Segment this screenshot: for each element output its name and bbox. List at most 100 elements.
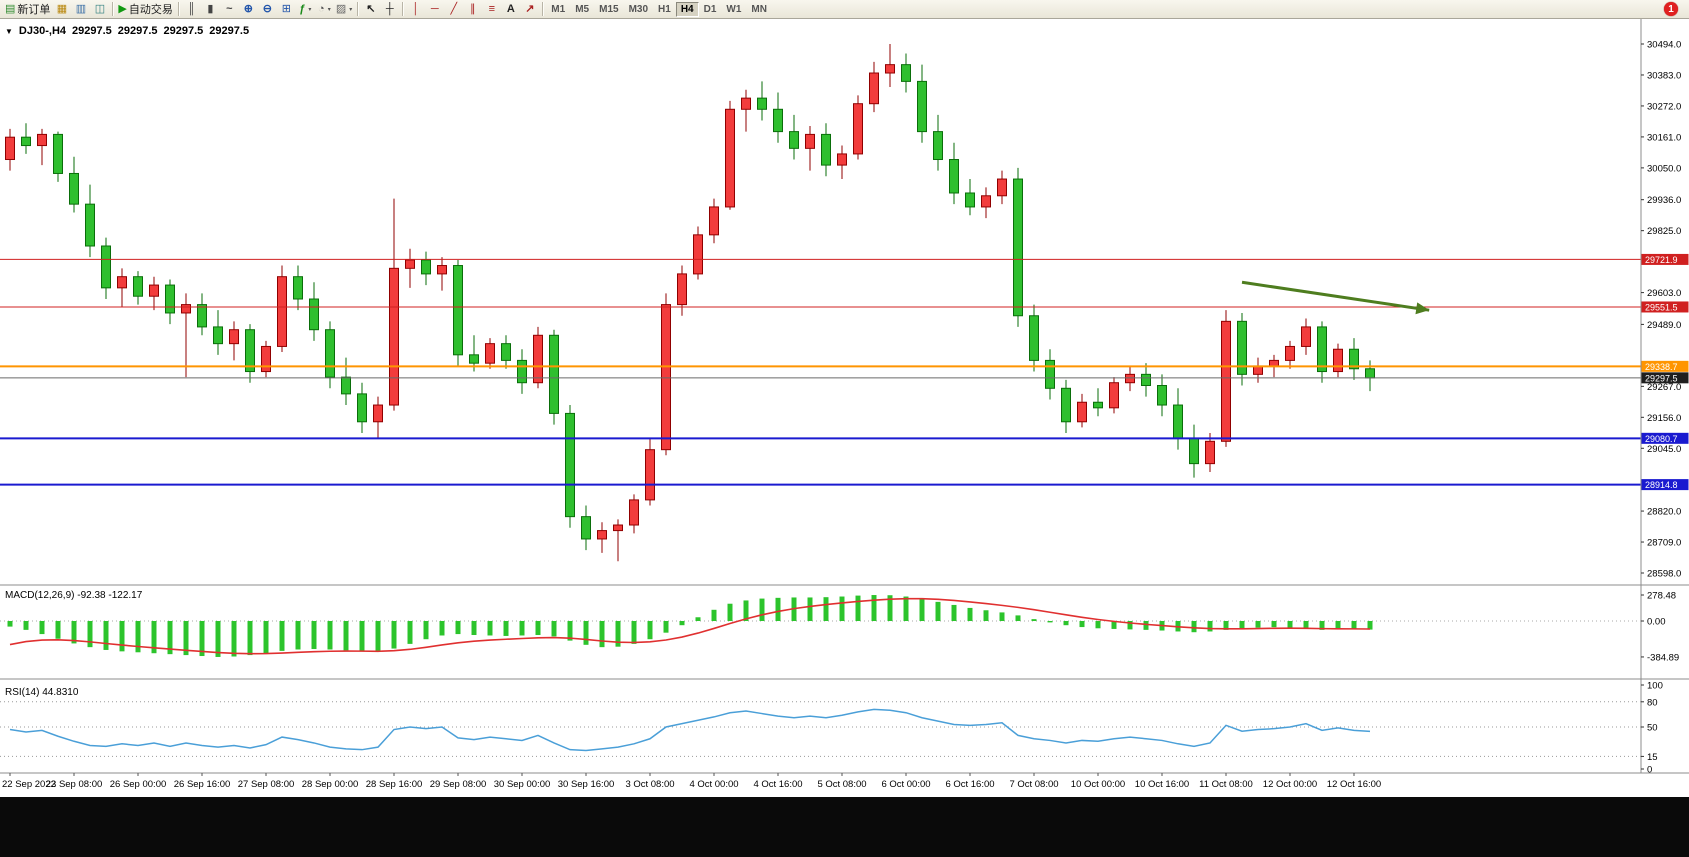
- macd-bar: [39, 621, 45, 635]
- clock-icon: ◔: [318, 2, 325, 15]
- timeframe-m5-button[interactable]: M5: [575, 3, 590, 15]
- horizontal-line-button[interactable]: ─: [425, 1, 444, 18]
- candle-body: [149, 284, 159, 297]
- equidistant-channel-button[interactable]: ∥: [463, 1, 482, 18]
- candle-body: [565, 412, 575, 518]
- macd-bar: [103, 621, 109, 650]
- candle-body: [1349, 348, 1359, 370]
- fibonacci-button[interactable]: ≡: [482, 1, 501, 18]
- candle-body: [773, 108, 783, 133]
- macd-bar: [1111, 621, 1117, 629]
- timeframe-d1-button[interactable]: D1: [703, 3, 717, 15]
- candle-body: [69, 172, 79, 205]
- timeframe-m30-button[interactable]: M30: [628, 3, 649, 15]
- candle-body: [1333, 348, 1343, 373]
- periods-button[interactable]: ◔ ▾: [315, 1, 334, 18]
- candle-body: [261, 345, 271, 373]
- data-window-button[interactable]: ◫: [90, 1, 109, 18]
- candle-body: [357, 393, 367, 423]
- candle-body: [933, 131, 943, 161]
- profiles-button[interactable]: ▥: [71, 1, 90, 18]
- timeframe-h4-button[interactable]: H4: [675, 1, 699, 17]
- new-order-label: 新订单: [17, 4, 51, 16]
- macd-bar: [839, 596, 845, 621]
- candle-body: [981, 195, 991, 208]
- candle-body: [165, 284, 175, 314]
- chart-window: ▼ DJ30-,H4 29297.5 29297.5 29297.5 29297…: [0, 19, 1689, 797]
- trend-arrow[interactable]: [1241, 280, 1430, 315]
- candle-body: [485, 343, 495, 364]
- rsi-line: [9, 708, 1371, 752]
- candle-body: [517, 359, 527, 384]
- macd-bar: [1207, 621, 1213, 632]
- macd-bar: [1303, 621, 1309, 629]
- price-level-tag-label: 29551.5: [1645, 302, 1678, 312]
- timeframe-m1-button[interactable]: M1: [551, 3, 566, 15]
- new-order-button[interactable]: ▤ 新订单: [3, 1, 52, 18]
- macd-bar: [119, 621, 125, 652]
- resistance-line-upper-tag: [1641, 253, 1689, 265]
- candle-body: [341, 376, 351, 395]
- price-chart-canvas[interactable]: 30494.0 30383.0 30272.0 30161.0 30050.0 29936…: [0, 19, 1689, 797]
- candle-body: [741, 97, 751, 110]
- zoom-in-button[interactable]: ⊕: [239, 1, 258, 18]
- rsi-axis-label: 80: [1647, 697, 1658, 708]
- candle-body: [421, 259, 431, 275]
- candle-body: [213, 326, 223, 345]
- text-button[interactable]: A: [501, 1, 520, 18]
- crosshair-button[interactable]: ┼: [380, 1, 399, 18]
- macd-bar: [935, 601, 941, 621]
- arrows-button[interactable]: ↗: [520, 1, 539, 18]
- zoom-out-button[interactable]: ⊖: [258, 1, 277, 18]
- timeframe-mn-button[interactable]: MN: [751, 3, 767, 15]
- cursor-button[interactable]: ↖: [361, 1, 380, 18]
- macd-bar: [359, 621, 365, 652]
- auto-trading-button[interactable]: ▶ 自动交易: [116, 1, 174, 18]
- candle-body: [1125, 373, 1135, 384]
- tile-windows-button[interactable]: ⊞: [277, 1, 296, 18]
- candle-body: [1221, 320, 1231, 442]
- vertical-line-button[interactable]: │: [406, 1, 425, 18]
- auto-trading-label: 自动交易: [128, 4, 173, 16]
- price-level-tag-label: 29721.9: [1645, 255, 1678, 265]
- trendline-button[interactable]: ╱: [444, 1, 463, 18]
- candle-body: [645, 449, 655, 501]
- timeframe-w1-button[interactable]: W1: [726, 3, 742, 15]
- bar-chart-button[interactable]: ║: [182, 1, 201, 18]
- one-click-trading-toggle-icon[interactable]: ▼: [5, 27, 13, 36]
- candle-body: [437, 265, 447, 275]
- macd-bar: [551, 621, 557, 637]
- macd-bar: [1063, 621, 1069, 626]
- time-axis-label: 10 Oct 00:00: [1071, 779, 1125, 790]
- macd-bar: [247, 621, 253, 656]
- indicators-button[interactable]: ƒ ▾: [296, 1, 315, 18]
- toolbar-separator: [357, 2, 359, 16]
- macd-bar: [71, 621, 77, 644]
- price-axis-label: 30161.0: [1647, 132, 1681, 143]
- macd-bar: [1079, 621, 1085, 628]
- macd-bar: [695, 617, 701, 621]
- macd-bar: [87, 621, 93, 648]
- timeframe-m15-button[interactable]: M15: [599, 3, 619, 15]
- candle-body: [245, 329, 255, 373]
- candle-body: [1013, 178, 1023, 317]
- line-chart-button[interactable]: ~: [220, 1, 239, 18]
- candle-body: [5, 136, 15, 161]
- timeframe-h1-button[interactable]: H1: [658, 3, 671, 15]
- price-axis-label: 28820.0: [1647, 507, 1681, 518]
- notification-badge[interactable]: 1: [1664, 2, 1678, 16]
- bars-icon: ║: [187, 2, 196, 15]
- price-axis-label: 30050.0: [1647, 163, 1681, 174]
- candle-body: [1301, 326, 1311, 347]
- price-level-tag-label: 29297.5: [1645, 373, 1678, 383]
- time-axis-label: 28 Sep 00:00: [302, 779, 359, 790]
- new-chart-button[interactable]: ▦: [52, 1, 71, 18]
- candle-body: [309, 298, 319, 331]
- macd-bar: [343, 621, 349, 651]
- chart-grid-icon: ▦: [56, 2, 68, 15]
- tiles-icon: ⊞: [281, 2, 291, 15]
- macd-bar: [967, 607, 973, 621]
- templates-button[interactable]: ▨ ▾: [334, 1, 354, 18]
- candlestick-chart-button[interactable]: ▮: [201, 1, 220, 18]
